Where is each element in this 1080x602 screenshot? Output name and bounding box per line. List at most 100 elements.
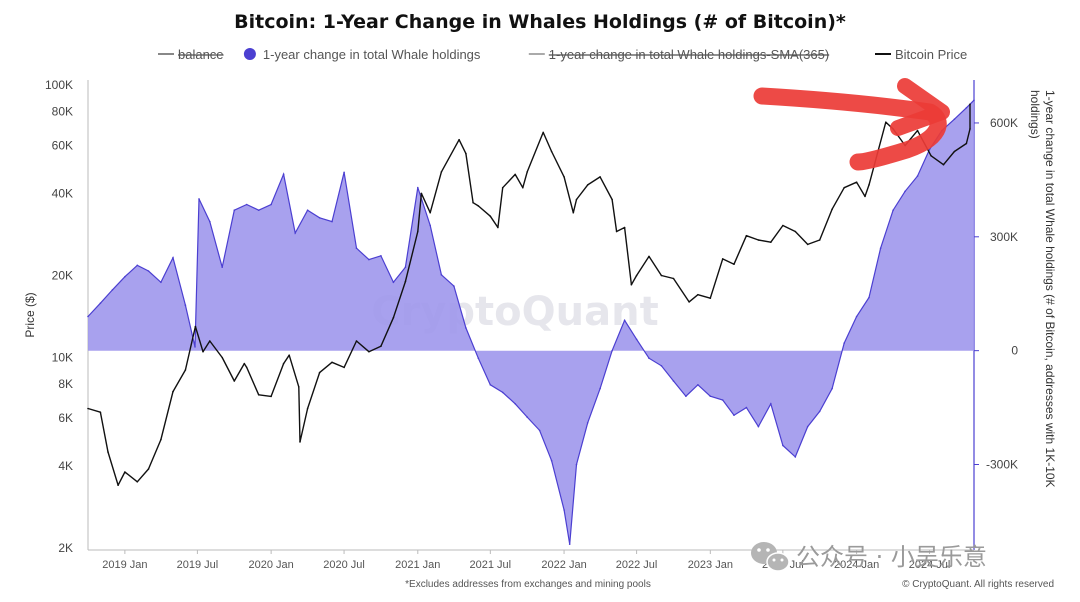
whale-change-point bbox=[575, 463, 578, 466]
bitcoin-price-point bbox=[404, 280, 407, 283]
bitcoin-price-point bbox=[514, 173, 516, 176]
bitcoin-price-point bbox=[194, 325, 197, 328]
whale-change-point bbox=[904, 190, 906, 193]
bitcoin-price-point bbox=[794, 230, 797, 233]
bitcoin-price-point bbox=[572, 211, 575, 214]
whale-change-point bbox=[586, 422, 589, 424]
footnote: *Excludes addresses from exchanges and m… bbox=[405, 579, 651, 590]
bitcoin-price-point bbox=[221, 356, 223, 359]
left-tick-label: 40K bbox=[52, 186, 73, 200]
whale-change-line bbox=[87, 99, 975, 545]
bitcoin-price-point bbox=[770, 241, 772, 243]
bitcoin-price-point bbox=[243, 362, 246, 365]
legend-item-2: 1-year change in total Whale holdings-SM… bbox=[528, 47, 829, 62]
whale-change-point bbox=[965, 107, 968, 109]
left-tick-label: 4K bbox=[58, 459, 73, 473]
whale-change-point bbox=[99, 302, 102, 305]
whale-change-point bbox=[124, 275, 126, 278]
whale-change-point bbox=[568, 543, 571, 545]
bitcoin-price-point bbox=[586, 184, 589, 186]
bitcoin-price-point bbox=[916, 129, 919, 132]
whale-change-point bbox=[831, 387, 833, 390]
bitcoin-price-point bbox=[477, 205, 480, 207]
whale-change-point bbox=[782, 444, 784, 447]
whale-change-point bbox=[599, 387, 601, 390]
whale-change-point bbox=[318, 217, 321, 219]
x-tick-label: 2021 Jul bbox=[470, 559, 512, 571]
bitcoin-price-point bbox=[868, 184, 870, 186]
bitcoin-price-point bbox=[721, 258, 724, 260]
whale-change-point bbox=[368, 258, 370, 261]
bitcoin-price-point bbox=[288, 354, 291, 357]
bitcoin-price-point bbox=[697, 293, 699, 296]
bitcoin-price-point bbox=[818, 239, 821, 241]
whale-change-point bbox=[147, 270, 150, 272]
x-tick-label: 2022 Jan bbox=[541, 559, 586, 571]
bitcoin-price-point bbox=[733, 263, 735, 266]
whale-change-point bbox=[87, 315, 89, 318]
whale-change-point bbox=[648, 357, 650, 360]
legend-marker bbox=[243, 48, 256, 60]
bitcoin-price-point bbox=[969, 103, 971, 105]
whale-change-point bbox=[392, 281, 395, 284]
bitcoin-price-point bbox=[885, 121, 887, 123]
right-axis-label-line1: 1-year change in total Whale holdings (#… bbox=[1043, 90, 1057, 488]
bitcoin-price-point bbox=[318, 371, 321, 374]
whale-change-point bbox=[757, 425, 760, 428]
bitcoin-price-point bbox=[550, 150, 553, 153]
whale-change-point bbox=[136, 264, 139, 267]
left-tick-label: 80K bbox=[52, 104, 73, 118]
whale-change-point bbox=[331, 220, 333, 223]
bitcoin-price-point bbox=[522, 186, 524, 189]
whale-change-point bbox=[660, 365, 663, 367]
whale-change-point bbox=[282, 173, 285, 175]
bitcoin-price-point bbox=[202, 350, 204, 353]
whale-change-point bbox=[194, 346, 196, 348]
whale-change-point bbox=[973, 99, 975, 101]
left-tick-label: 10K bbox=[52, 351, 73, 365]
left-tick-label: 20K bbox=[52, 268, 73, 282]
whale-change-point bbox=[538, 429, 541, 432]
bitcoin-price-series bbox=[87, 103, 971, 487]
whale-change-point bbox=[818, 410, 821, 413]
bitcoin-price-point bbox=[599, 176, 601, 178]
whale-change-point bbox=[635, 338, 638, 341]
bitcoin-price-point bbox=[843, 186, 845, 189]
whale-change-point bbox=[453, 285, 455, 287]
whale-change-point bbox=[526, 416, 528, 418]
whale-change-point bbox=[685, 395, 687, 398]
bitcoin-price-point bbox=[930, 155, 932, 157]
whale-change-point bbox=[343, 171, 345, 174]
wechat-overlay: 公众号 · 小吴乐意 bbox=[751, 542, 987, 572]
whale-change-point bbox=[294, 232, 297, 234]
legend-item-1: 1-year change in total Whale holdings bbox=[243, 47, 481, 62]
whale-change-point bbox=[806, 425, 809, 428]
bitcoin-price-point bbox=[257, 394, 260, 396]
whale-change-point bbox=[209, 220, 211, 223]
bitcoin-price-point bbox=[497, 226, 499, 229]
whale-change-point bbox=[611, 349, 613, 352]
bitcoin-price-point bbox=[87, 407, 89, 410]
bitcoin-price-point bbox=[965, 142, 968, 145]
bitcoin-price-point bbox=[136, 481, 139, 483]
whale-change-point bbox=[160, 281, 162, 284]
whale-change-point bbox=[257, 209, 260, 211]
chart-title: Bitcoin: 1-Year Change in Whales Holding… bbox=[234, 11, 846, 33]
whale-change-point bbox=[184, 304, 187, 306]
bitcoin-price-point bbox=[526, 171, 528, 173]
bitcoin-price-point bbox=[953, 150, 956, 153]
bitcoin-price-point bbox=[709, 297, 712, 300]
bitcoin-price-point bbox=[124, 471, 126, 473]
whale-change-point bbox=[697, 384, 699, 386]
bitcoin-price-point bbox=[501, 186, 504, 189]
bitcoin-price-point bbox=[969, 128, 971, 130]
whale-change-point bbox=[417, 186, 419, 189]
right-axis-label-line2: holdings) bbox=[1028, 90, 1042, 139]
bitcoin-price-point bbox=[392, 316, 395, 319]
legend-label: Bitcoin Price bbox=[895, 47, 967, 62]
bitcoin-price-line bbox=[87, 104, 971, 486]
bitcoin-price-point bbox=[864, 195, 866, 198]
whale-change-point bbox=[355, 247, 358, 249]
whale-change-point bbox=[233, 209, 236, 211]
bitcoin-price-point bbox=[611, 198, 613, 201]
